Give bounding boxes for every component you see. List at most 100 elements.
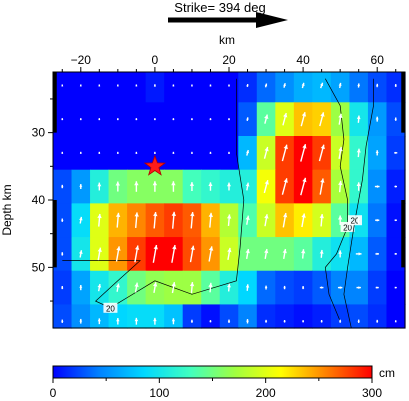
rake-arrow-icon xyxy=(152,244,158,263)
rake-arrow-icon xyxy=(61,84,64,87)
rake-arrow-icon xyxy=(357,83,360,88)
rake-arrow-head xyxy=(264,83,268,87)
rake-arrow-icon xyxy=(376,83,379,88)
rake-arrow-head xyxy=(395,151,398,154)
rake-arrow-head xyxy=(116,151,119,154)
rake-arrows xyxy=(61,82,398,325)
slip-cell xyxy=(127,72,147,103)
rake-arrow-head xyxy=(395,219,397,222)
slip-cell xyxy=(127,304,147,329)
rake-arrow-head xyxy=(191,84,193,87)
rake-arrow-head xyxy=(395,185,397,188)
rake-arrow-head xyxy=(172,118,175,120)
rake-arrow-icon xyxy=(301,213,306,228)
contour-label: 20 xyxy=(343,223,352,232)
rake-arrow-icon xyxy=(246,149,250,156)
rake-arrow-head xyxy=(97,247,102,252)
rake-arrow-head xyxy=(376,252,379,256)
rake-arrow-head xyxy=(375,150,379,153)
rake-arrow-head xyxy=(191,151,193,154)
rake-arrow-icon xyxy=(394,151,398,154)
rake-arrow-icon xyxy=(189,245,195,263)
slip-cell xyxy=(219,72,239,103)
rake-arrow-head xyxy=(189,282,195,287)
rake-arrow-head xyxy=(79,118,82,120)
rake-arrow-head xyxy=(338,146,343,152)
rake-arrow-icon xyxy=(282,248,287,259)
rake-arrow-icon xyxy=(227,283,231,292)
rake-arrow-icon xyxy=(318,144,325,162)
rake-arrow-head xyxy=(264,319,268,322)
rake-arrow-head xyxy=(376,83,379,87)
slip-cell xyxy=(386,72,406,103)
rake-arrow-head xyxy=(116,84,119,87)
strike-direction-arrow-icon xyxy=(168,12,288,28)
slip-cell xyxy=(219,304,239,329)
rake-arrow-head xyxy=(376,185,380,188)
rake-arrow-icon xyxy=(135,84,138,87)
rake-arrow-head xyxy=(209,151,212,154)
rake-arrow-head xyxy=(153,84,156,87)
rake-arrow-head xyxy=(172,151,175,154)
rake-arrow-head xyxy=(356,115,361,120)
slip-cell xyxy=(71,72,91,103)
slip-cell xyxy=(312,304,332,329)
rake-arrow-icon xyxy=(356,216,361,224)
rake-arrow-head xyxy=(227,319,231,322)
axis-ticks: −20 0 20 40 60 30 40 50 xyxy=(32,53,397,302)
colorbar-ticks: 0 100 200 300 xyxy=(50,378,382,400)
rake-arrow-icon xyxy=(79,184,83,189)
rake-arrow-head xyxy=(135,84,138,87)
rake-arrow-icon xyxy=(208,282,213,293)
rake-arrow-head xyxy=(283,285,286,289)
rake-arrow-icon xyxy=(246,117,249,122)
rake-arrow-head xyxy=(79,184,83,187)
rake-arrow-head xyxy=(321,286,324,289)
rake-arrow-head xyxy=(171,318,176,322)
rake-arrow-icon xyxy=(79,318,83,324)
rake-arrow-head xyxy=(246,150,250,154)
rake-arrow-head xyxy=(79,84,82,87)
rake-arrow-icon xyxy=(61,252,64,256)
slip-cell xyxy=(367,304,388,329)
rake-arrow-icon xyxy=(191,118,193,121)
rake-arrow-head xyxy=(394,286,397,289)
rake-arrow-head xyxy=(116,118,119,120)
rake-arrow-icon xyxy=(337,286,343,289)
rake-arrow-icon xyxy=(98,84,101,87)
slip-cell xyxy=(349,304,369,329)
rake-arrow-icon xyxy=(263,146,269,159)
rake-arrow-icon xyxy=(208,182,213,191)
rake-arrow-head xyxy=(264,180,269,185)
rake-arrow-head xyxy=(302,177,307,183)
rake-arrow-head xyxy=(135,118,138,120)
slip-cell xyxy=(71,304,91,329)
rake-arrow-head xyxy=(245,284,250,288)
rake-arrow-icon xyxy=(394,84,397,87)
rake-arrow-head xyxy=(61,151,64,154)
rake-arrow-icon xyxy=(355,252,362,256)
rake-arrow-head xyxy=(153,282,158,287)
slip-cell xyxy=(164,72,184,103)
hypocenter-star-icon xyxy=(143,154,167,176)
rake-arrow-head xyxy=(228,151,230,154)
rake-arrow-icon xyxy=(338,146,343,159)
rake-arrow-icon xyxy=(320,319,323,323)
rake-arrow-head xyxy=(338,215,343,220)
rake-arrow-icon xyxy=(172,84,175,87)
rake-arrow-head xyxy=(245,215,250,220)
slip-cell xyxy=(182,72,202,103)
rake-arrow-icon xyxy=(319,249,324,258)
rake-arrow-head xyxy=(152,181,158,186)
rake-arrow-head xyxy=(61,184,64,188)
rake-arrow-head xyxy=(283,178,288,183)
rake-arrow-head xyxy=(283,113,288,118)
rake-arrow-head xyxy=(79,250,83,254)
rake-arrow-icon xyxy=(301,249,306,259)
rake-arrow-icon xyxy=(282,112,288,126)
rake-arrow-head xyxy=(191,118,193,120)
rake-arrow-icon xyxy=(79,118,82,121)
rake-arrow-icon xyxy=(228,118,230,121)
rake-arrow-icon xyxy=(134,317,139,325)
